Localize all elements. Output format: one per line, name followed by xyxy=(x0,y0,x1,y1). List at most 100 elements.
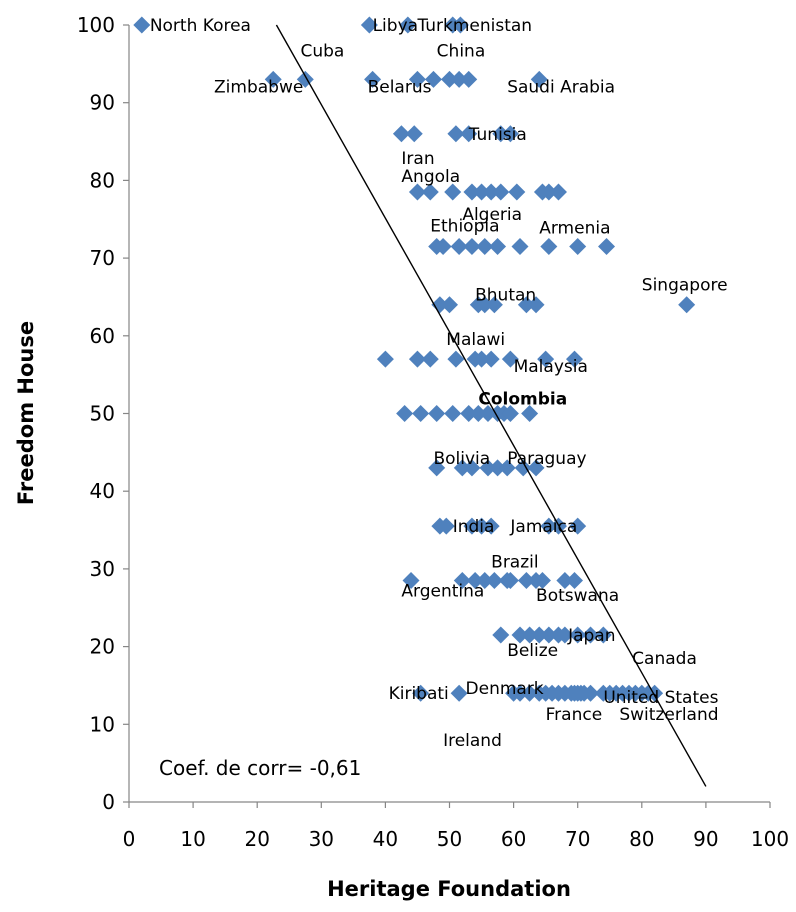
data-point xyxy=(521,684,539,702)
data-point xyxy=(485,296,503,314)
data-point xyxy=(453,459,471,477)
point-labels: North Korea Libya Turkmenistan Cuba Zimbabwe… xyxy=(150,16,728,751)
point-label: China xyxy=(437,41,486,61)
point-label: Cuba xyxy=(300,41,344,61)
x-tick-label: 90 xyxy=(693,827,718,851)
point-label: Canada xyxy=(632,649,697,669)
data-point xyxy=(511,684,529,702)
data-point xyxy=(482,350,500,368)
point-label: Botswana xyxy=(536,586,619,606)
y-tick-label: 40 xyxy=(90,479,115,503)
point-label: Singapore xyxy=(642,276,728,296)
data-point xyxy=(501,350,519,368)
data-point xyxy=(396,405,414,422)
y-tick-label: 0 xyxy=(102,790,115,814)
data-point xyxy=(434,237,452,255)
data-point xyxy=(476,296,494,314)
y-tick-label: 20 xyxy=(90,635,115,659)
data-point xyxy=(476,572,494,590)
point-label: Belarus xyxy=(368,77,432,97)
x-tick-label: 0 xyxy=(123,827,136,851)
data-point xyxy=(460,70,478,88)
point-label: Jamaica xyxy=(509,517,577,537)
data-point xyxy=(501,125,519,143)
data-point xyxy=(540,237,558,255)
data-point xyxy=(479,405,497,422)
axes: 0 10 20 30 40 50 60 70 80 90 100 0 10 20 30 40 50 60 70 80 9… xyxy=(77,13,789,851)
point-label: Malaysia xyxy=(514,357,588,377)
data-point xyxy=(511,237,529,255)
data-point xyxy=(264,70,282,88)
trendline xyxy=(275,24,707,787)
data-point xyxy=(485,572,503,590)
y-tick-label: 60 xyxy=(90,324,115,348)
data-point xyxy=(364,70,382,88)
point-label: Bolivia xyxy=(433,449,490,469)
data-point xyxy=(444,405,462,422)
point-label: Iran xyxy=(401,149,434,169)
data-points xyxy=(133,16,696,702)
data-point xyxy=(565,572,583,590)
data-point xyxy=(428,405,446,422)
data-point xyxy=(511,626,529,644)
data-point xyxy=(431,296,449,314)
data-point xyxy=(569,237,587,255)
data-point xyxy=(530,626,548,644)
data-point xyxy=(556,626,574,644)
point-label: Brazil xyxy=(491,553,538,573)
data-point xyxy=(556,572,574,590)
data-point xyxy=(594,626,612,644)
x-tick-label: 40 xyxy=(373,827,398,851)
x-tick-label: 10 xyxy=(180,827,205,851)
data-point xyxy=(533,572,551,590)
data-point xyxy=(501,405,519,422)
data-point xyxy=(451,16,469,34)
data-point xyxy=(421,183,439,201)
data-point xyxy=(473,183,491,201)
data-point xyxy=(514,459,532,477)
data-point xyxy=(360,16,378,34)
data-point xyxy=(399,16,417,34)
point-label: Ethiopia xyxy=(430,216,499,236)
point-label: United States xyxy=(603,688,718,708)
trendline-line xyxy=(275,24,707,787)
data-point xyxy=(473,517,491,535)
y-tick-label: 30 xyxy=(90,557,115,581)
x-tick-label: 30 xyxy=(309,827,334,851)
data-point xyxy=(482,183,500,201)
data-point xyxy=(527,459,545,477)
data-point xyxy=(460,125,478,143)
point-label: Malawi xyxy=(446,330,505,350)
data-point xyxy=(412,684,430,702)
x-tick-label: 60 xyxy=(501,827,526,851)
data-point xyxy=(508,183,526,201)
correlation-annotation: Coef. de corr= -0,61 xyxy=(159,756,361,780)
data-point xyxy=(482,517,500,535)
data-point xyxy=(437,517,455,535)
x-axis-title: Heritage Foundation xyxy=(327,877,571,901)
point-label: Angola xyxy=(401,167,460,187)
data-point xyxy=(450,684,468,702)
point-label: North Korea xyxy=(150,16,251,36)
point-label: Belize xyxy=(507,641,558,661)
point-label: Algeria xyxy=(462,205,522,225)
point-label: Tunisia xyxy=(468,125,527,145)
point-label: Argentina xyxy=(401,582,484,602)
data-point xyxy=(540,517,558,535)
data-point xyxy=(540,626,558,644)
point-label: Switzerland xyxy=(619,705,718,725)
data-point xyxy=(428,459,446,477)
data-point xyxy=(517,572,535,590)
y-axis-title: Freedom House xyxy=(14,321,38,505)
data-point xyxy=(501,572,519,590)
point-label: Zimbabwe xyxy=(214,77,303,97)
data-point xyxy=(450,237,468,255)
data-point xyxy=(463,183,481,201)
data-point xyxy=(444,183,462,201)
y-tick-label: 10 xyxy=(90,712,115,736)
point-label: Armenia xyxy=(539,218,610,238)
data-point xyxy=(521,626,539,644)
data-point xyxy=(405,125,423,143)
data-point xyxy=(582,684,600,702)
